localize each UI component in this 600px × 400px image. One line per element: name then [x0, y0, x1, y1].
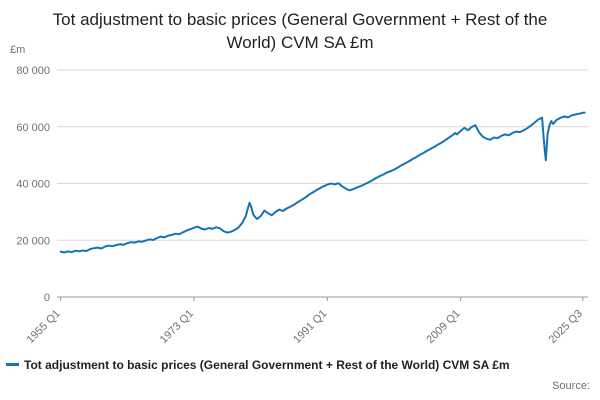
legend: Tot adjustment to basic prices (General …: [6, 358, 598, 372]
svg-text:2009 Q1: 2009 Q1: [424, 308, 462, 346]
svg-text:1973 Q1: 1973 Q1: [158, 308, 196, 346]
legend-label: Tot adjustment to basic prices (General …: [24, 358, 510, 372]
svg-text:2025 Q3: 2025 Q3: [547, 308, 585, 346]
svg-text:20 000: 20 000: [16, 235, 50, 247]
svg-text:1955 Q1: 1955 Q1: [24, 308, 62, 346]
svg-text:40 000: 40 000: [16, 179, 50, 191]
svg-text:60 000: 60 000: [16, 122, 50, 134]
svg-text:1991 Q1: 1991 Q1: [291, 308, 329, 346]
svg-text:0: 0: [44, 292, 50, 304]
source-label: Source:: [552, 380, 590, 392]
chart-title: Tot adjustment to basic prices (General …: [52, 10, 548, 52]
legend-line-swatch: [6, 363, 19, 367]
y-axis-unit-label: £m: [10, 44, 26, 56]
svg-text:80 000: 80 000: [16, 65, 50, 77]
line-chart: 0 20 000 40 000 60 000 80 000 1955 Q1 1973 Q1 1…: [16, 65, 588, 346]
